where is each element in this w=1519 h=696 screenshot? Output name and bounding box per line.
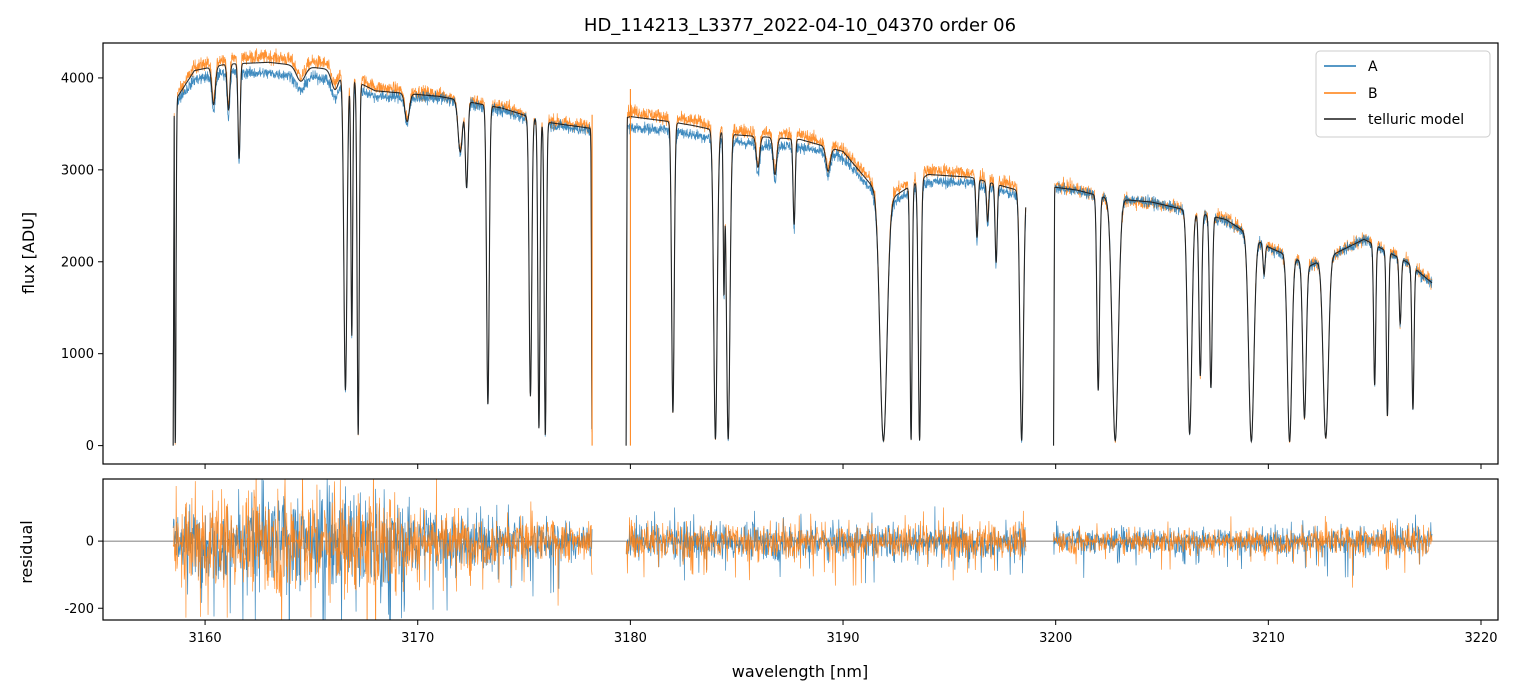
residual-line-b-seg-2 (1053, 516, 1433, 588)
spectrum-x-ticks (204, 464, 1482, 469)
spectrum-y-tick-label: 0 (86, 439, 94, 454)
spectrum-y-ticks: 0 1000 2000 3000 4000 (61, 71, 103, 454)
residual-x-tick-label: 3190 (826, 631, 859, 646)
residual-x-tick-label: 3180 (614, 631, 647, 646)
legend: A B telluric model (1315, 50, 1491, 138)
residual-plot-area (103, 479, 1498, 620)
residual-x-tick-label: 3160 (189, 631, 222, 646)
residual-x-tick-label: 3210 (1252, 631, 1285, 646)
residual-x-ticks: 3160 3170 3180 3190 3200 3210 3220 (189, 620, 1498, 646)
residual-y-ticks: -200 0 (64, 535, 103, 617)
spectrum-line-b-seg-1 (625, 103, 1027, 446)
spectrum-plot-area (172, 48, 1433, 446)
spectrum-y-tick-label: 4000 (61, 71, 94, 86)
spectrum-panel: 0 1000 2000 3000 4000 flux [ADU] A B telluri… (19, 42, 1499, 469)
residual-line-b-seg-0 (172, 479, 593, 620)
residual-y-tick-label: -200 (64, 602, 94, 617)
residual-x-tick-label: 3220 (1464, 631, 1497, 646)
spectrum-y-tick-label: 3000 (61, 163, 94, 178)
residual-x-tick-label: 3170 (401, 631, 434, 646)
legend-label-b: B (1368, 86, 1378, 102)
legend-label-a: A (1368, 59, 1378, 75)
legend-box (1315, 50, 1491, 138)
spectrum-line-telluric-model-seg-1 (625, 115, 1027, 446)
chart-title: HD_114213_L3377_2022-04-10_04370 order 0… (584, 15, 1016, 36)
residual-y-tick-label: 0 (86, 535, 94, 550)
spectrum-y-tick-label: 1000 (61, 347, 94, 362)
residual-panel: -200 0 3160 3170 3180 3190 3200 3210 3220 resid… (17, 478, 1499, 681)
residual-y-axis-label: residual (17, 520, 36, 583)
residual-x-tick-label: 3200 (1039, 631, 1072, 646)
spectrum-y-tick-label: 2000 (61, 255, 94, 270)
spectrum-axes-frame (102, 42, 1499, 465)
spectrum-line-telluric-model-seg-0 (172, 61, 593, 446)
legend-label-model: telluric model (1368, 112, 1464, 128)
x-axis-label: wavelength [nm] (732, 662, 869, 681)
residual-line-b-seg-1 (625, 507, 1027, 586)
spectrum-y-axis-label: flux [ADU] (19, 212, 38, 294)
spectrum-line-telluric-model-seg-2 (1053, 186, 1433, 446)
spectrum-line-a-seg-0 (172, 66, 593, 446)
residual-axes-frame (102, 478, 1499, 621)
